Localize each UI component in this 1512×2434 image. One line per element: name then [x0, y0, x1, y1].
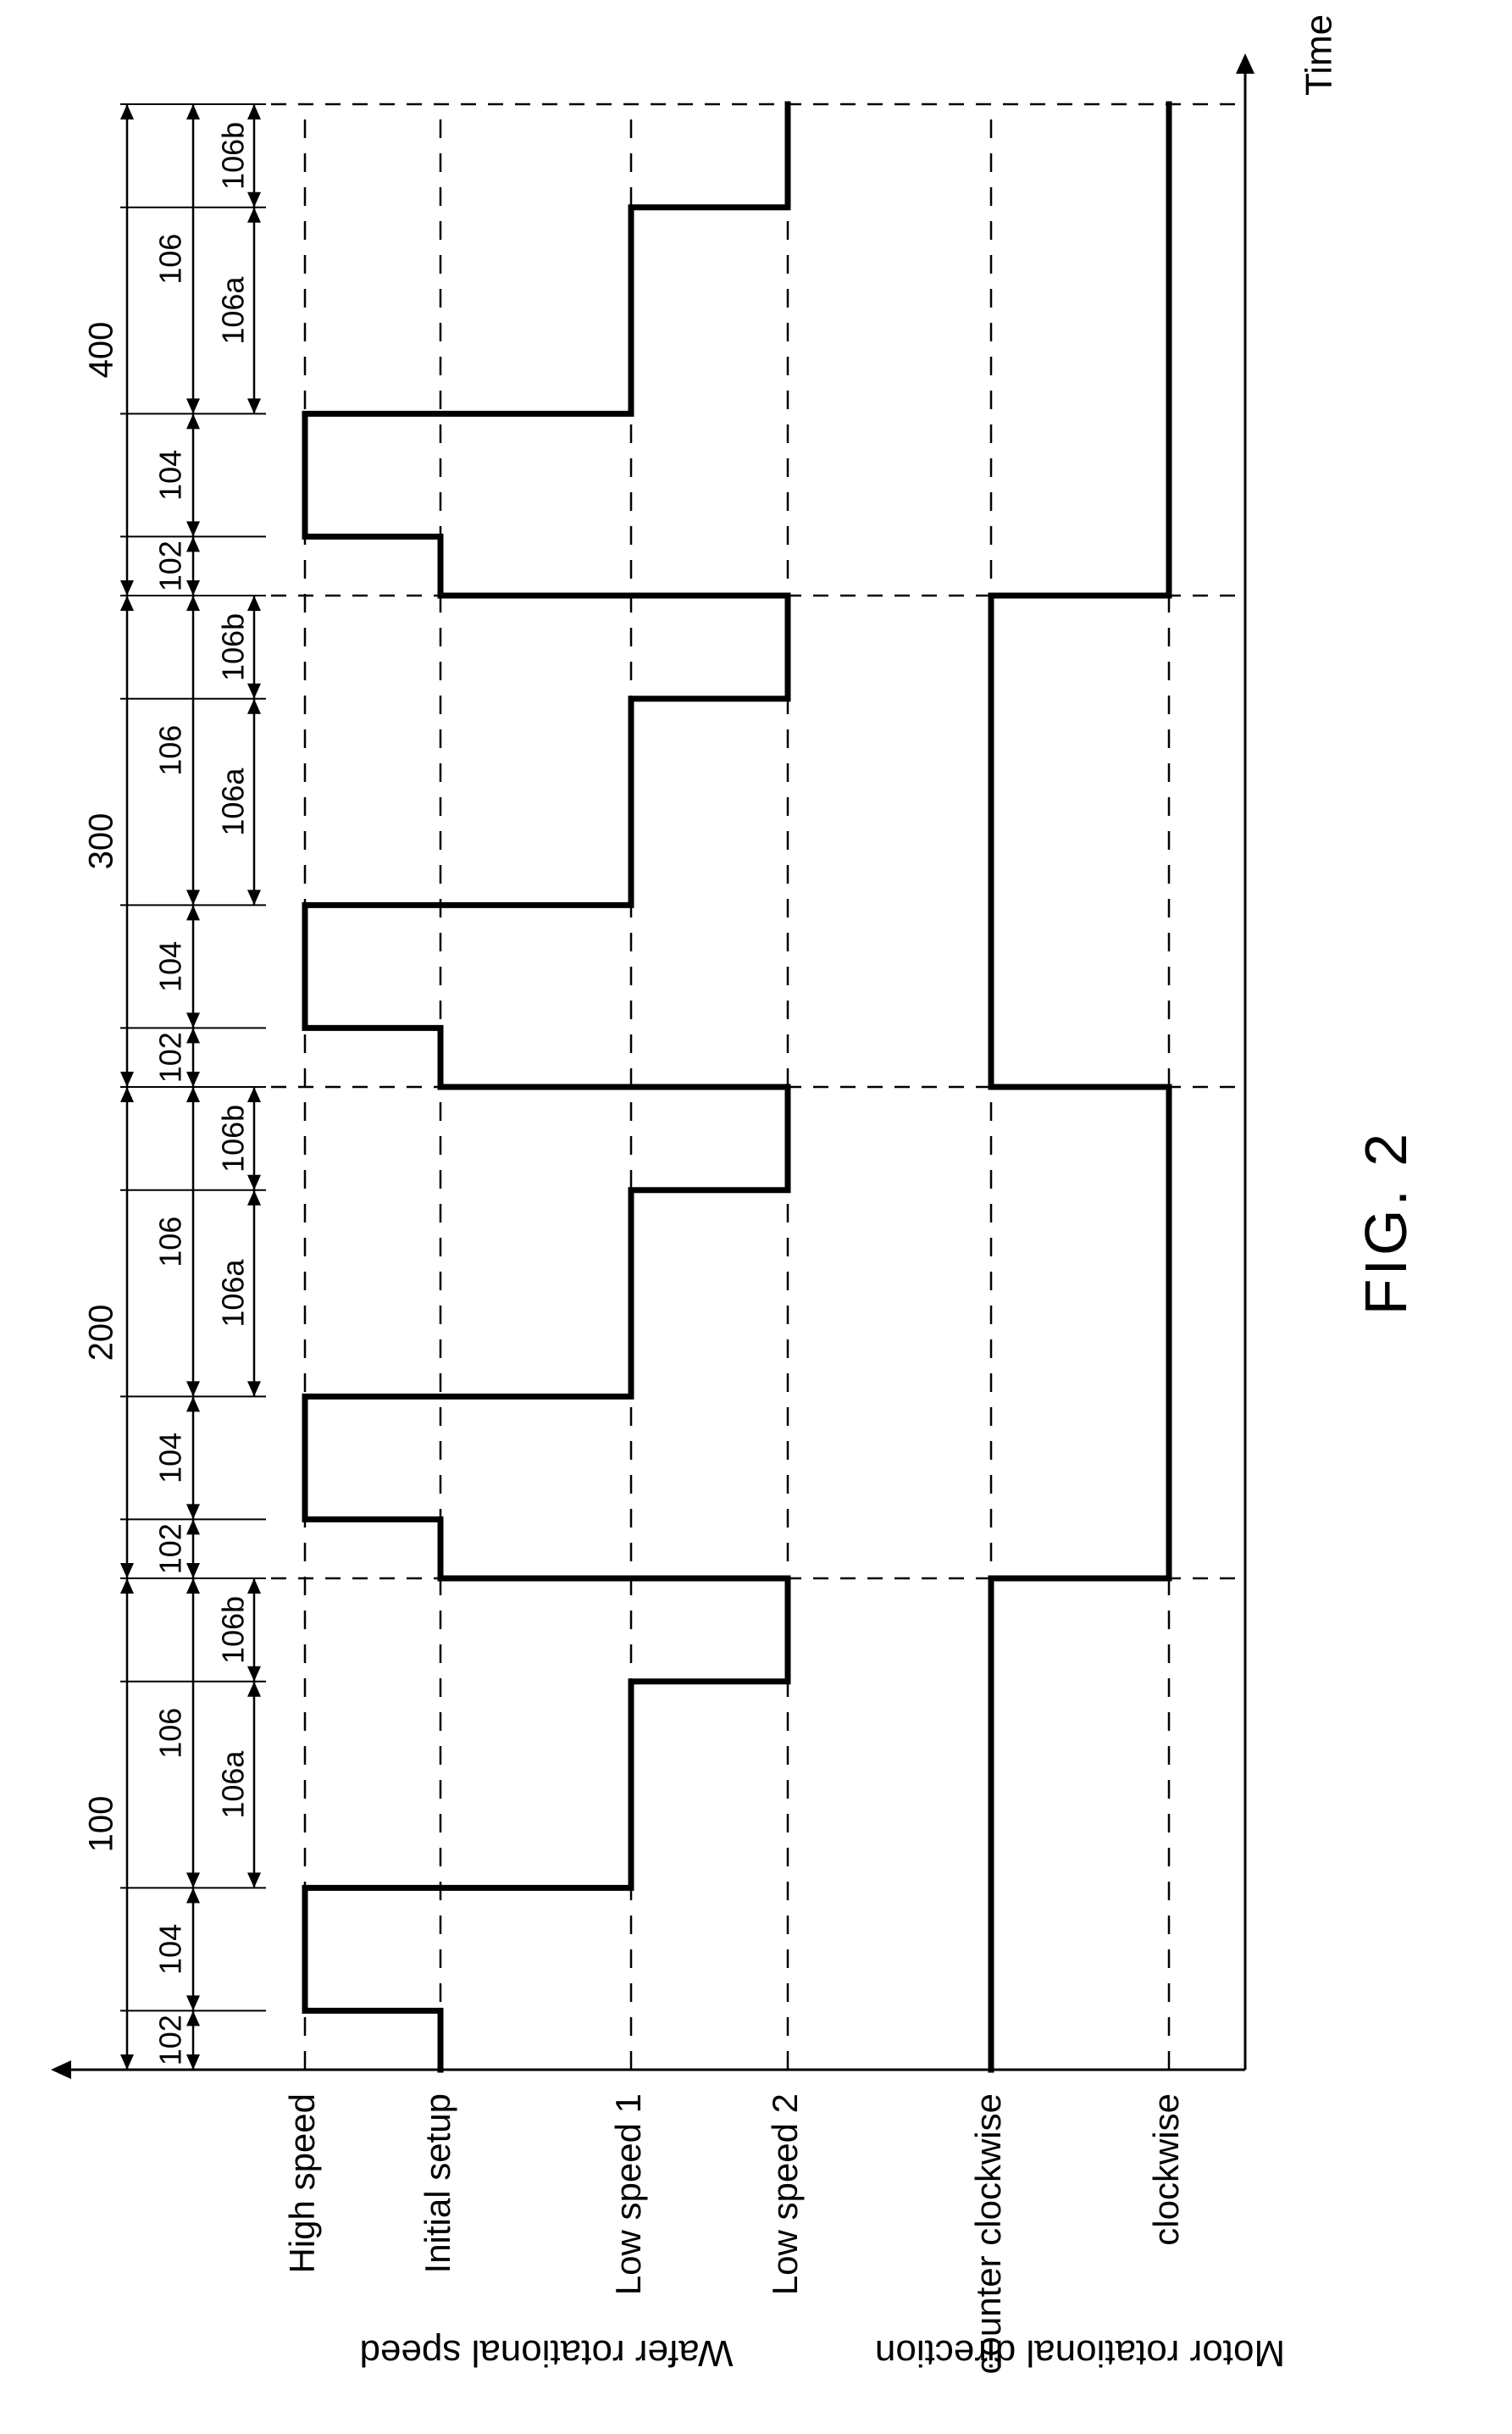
labels: [0, 0, 1512, 2434]
rotated-stage: 100200300400102104106106a106b10210410610…: [0, 0, 1512, 2434]
page: 100200300400102104106106a106b10210410610…: [0, 0, 1512, 2434]
